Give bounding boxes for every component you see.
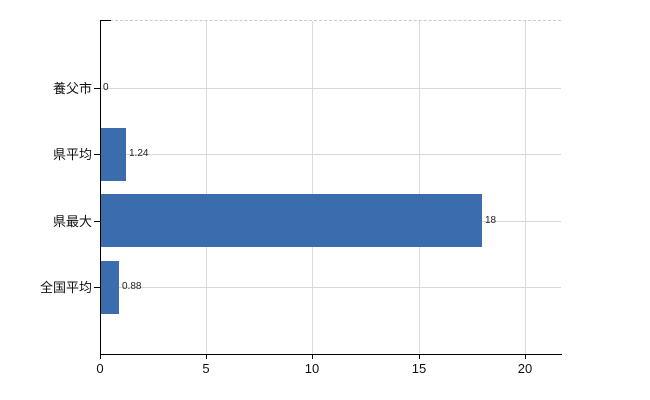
category-label: 養父市	[52, 81, 92, 96]
bar	[100, 128, 126, 181]
y-axis-tick	[94, 221, 100, 222]
x-axis-tick-label: 5	[202, 361, 210, 376]
x-axis-tick-label: 0	[96, 361, 104, 376]
category-label: 全国平均	[39, 280, 92, 295]
y-axis-tick	[94, 154, 100, 155]
category-gridline	[100, 154, 561, 155]
y-axis-tick	[94, 88, 100, 89]
category-label: 県平均	[52, 147, 92, 162]
x-axis-tick	[206, 355, 207, 359]
bar	[100, 261, 119, 314]
plot-top-border	[100, 20, 561, 21]
bar	[100, 194, 482, 247]
vertical-gridline	[525, 21, 526, 354]
category-gridline	[100, 287, 561, 288]
bar-value-label: 0	[103, 82, 109, 93]
vertical-gridline	[419, 21, 420, 354]
x-axis-tick	[525, 355, 526, 359]
x-axis-tick	[312, 355, 313, 359]
x-axis-tick	[100, 355, 101, 359]
bar-value-label: 0.88	[122, 281, 142, 292]
vertical-gridline	[206, 21, 207, 354]
x-axis-tick-label: 15	[411, 361, 427, 376]
y-axis-tick	[94, 287, 100, 288]
category-gridline	[100, 88, 561, 89]
x-axis-tick-label: 20	[517, 361, 533, 376]
vertical-gridline	[312, 21, 313, 354]
bar-value-label: 1.24	[129, 148, 149, 159]
x-axis-line	[100, 354, 562, 355]
y-axis-line	[100, 20, 101, 354]
bar-value-label: 18	[485, 215, 497, 226]
plot-area: 0 1.24 18 0.88	[100, 21, 561, 354]
category-label: 県最大	[52, 214, 92, 229]
x-axis-tick	[419, 355, 420, 359]
x-axis-tick-label: 10	[304, 361, 320, 376]
plot-top-border-stub	[100, 20, 111, 21]
